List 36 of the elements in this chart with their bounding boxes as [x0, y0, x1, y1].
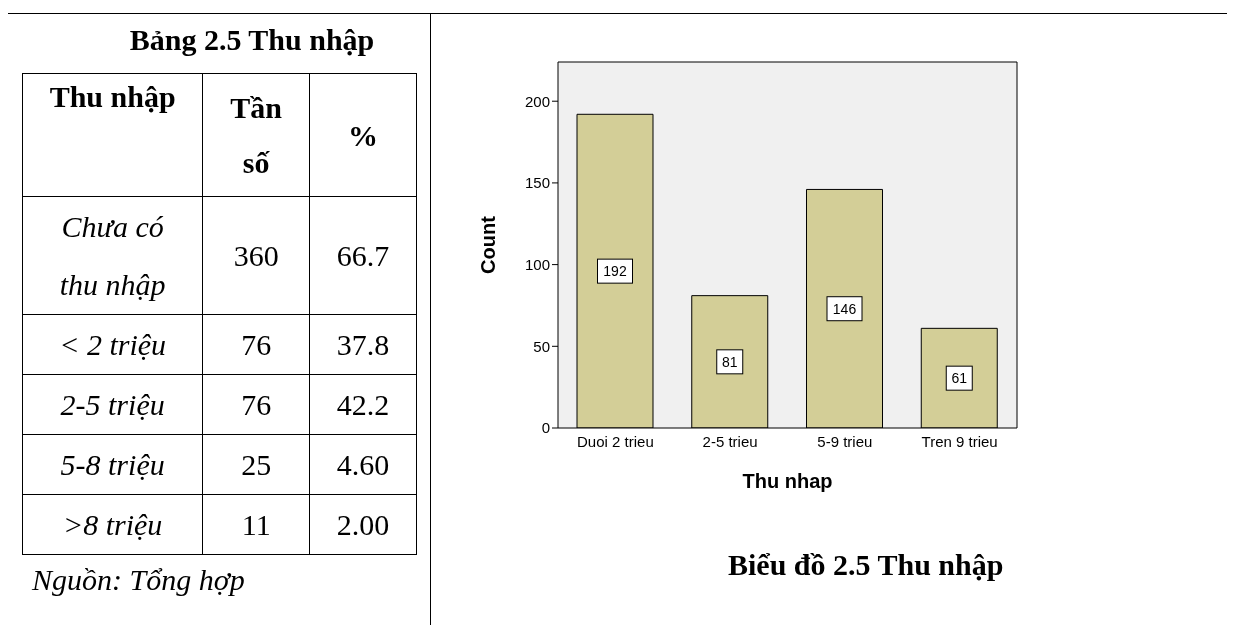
category-label: Chưa có thu nhập: [22, 196, 203, 315]
y-tick-label: 0: [541, 419, 550, 437]
x-tick-label: Duoi 2 trieu: [577, 432, 654, 450]
data-label: 360: [202, 196, 310, 315]
data-label: 4.60: [309, 434, 417, 495]
data-label: 42.2: [309, 374, 417, 435]
data-label: 25: [202, 434, 310, 495]
x-axis-title: Thu nhap: [742, 470, 833, 492]
data-label: 66.7: [309, 196, 417, 315]
text: %: [309, 73, 417, 197]
data-label: 76: [202, 314, 310, 375]
text: Tần số: [202, 73, 310, 197]
data-label: 76: [202, 374, 310, 435]
text: Nguồn: Tổng hợp: [32, 563, 246, 597]
x-tick-label: 2-5 trieu: [702, 432, 758, 450]
y-tick-label: 200: [524, 92, 550, 110]
data-label: 81: [721, 353, 738, 370]
y-tick-label: 150: [524, 174, 550, 192]
y-axis-title: Count: [477, 215, 500, 274]
y-tick-label: 100: [524, 255, 550, 273]
category-label: 5-8 triệu: [22, 434, 203, 495]
category-label: >8 triệu: [22, 494, 203, 555]
category-label: 2-5 triệu: [22, 374, 203, 435]
text: Biểu đồ 2.5 Thu nhập: [728, 548, 1005, 582]
y-tick-label: 50: [533, 337, 550, 355]
data-label: 61: [951, 370, 968, 387]
text: Thu nhập: [22, 73, 203, 197]
data-label: 146: [832, 300, 857, 317]
text: Bảng 2.5 Thu nhập: [128, 23, 376, 57]
category-label: < 2 triệu: [22, 314, 203, 375]
x-tick-label: 5-9 trieu: [817, 432, 873, 450]
x-tick-label: Tren 9 trieu: [921, 432, 998, 450]
data-label: 37.8: [309, 314, 417, 375]
data-label: 192: [603, 263, 627, 280]
data-label: 2.00: [309, 494, 417, 555]
data-label: 11: [202, 494, 310, 555]
